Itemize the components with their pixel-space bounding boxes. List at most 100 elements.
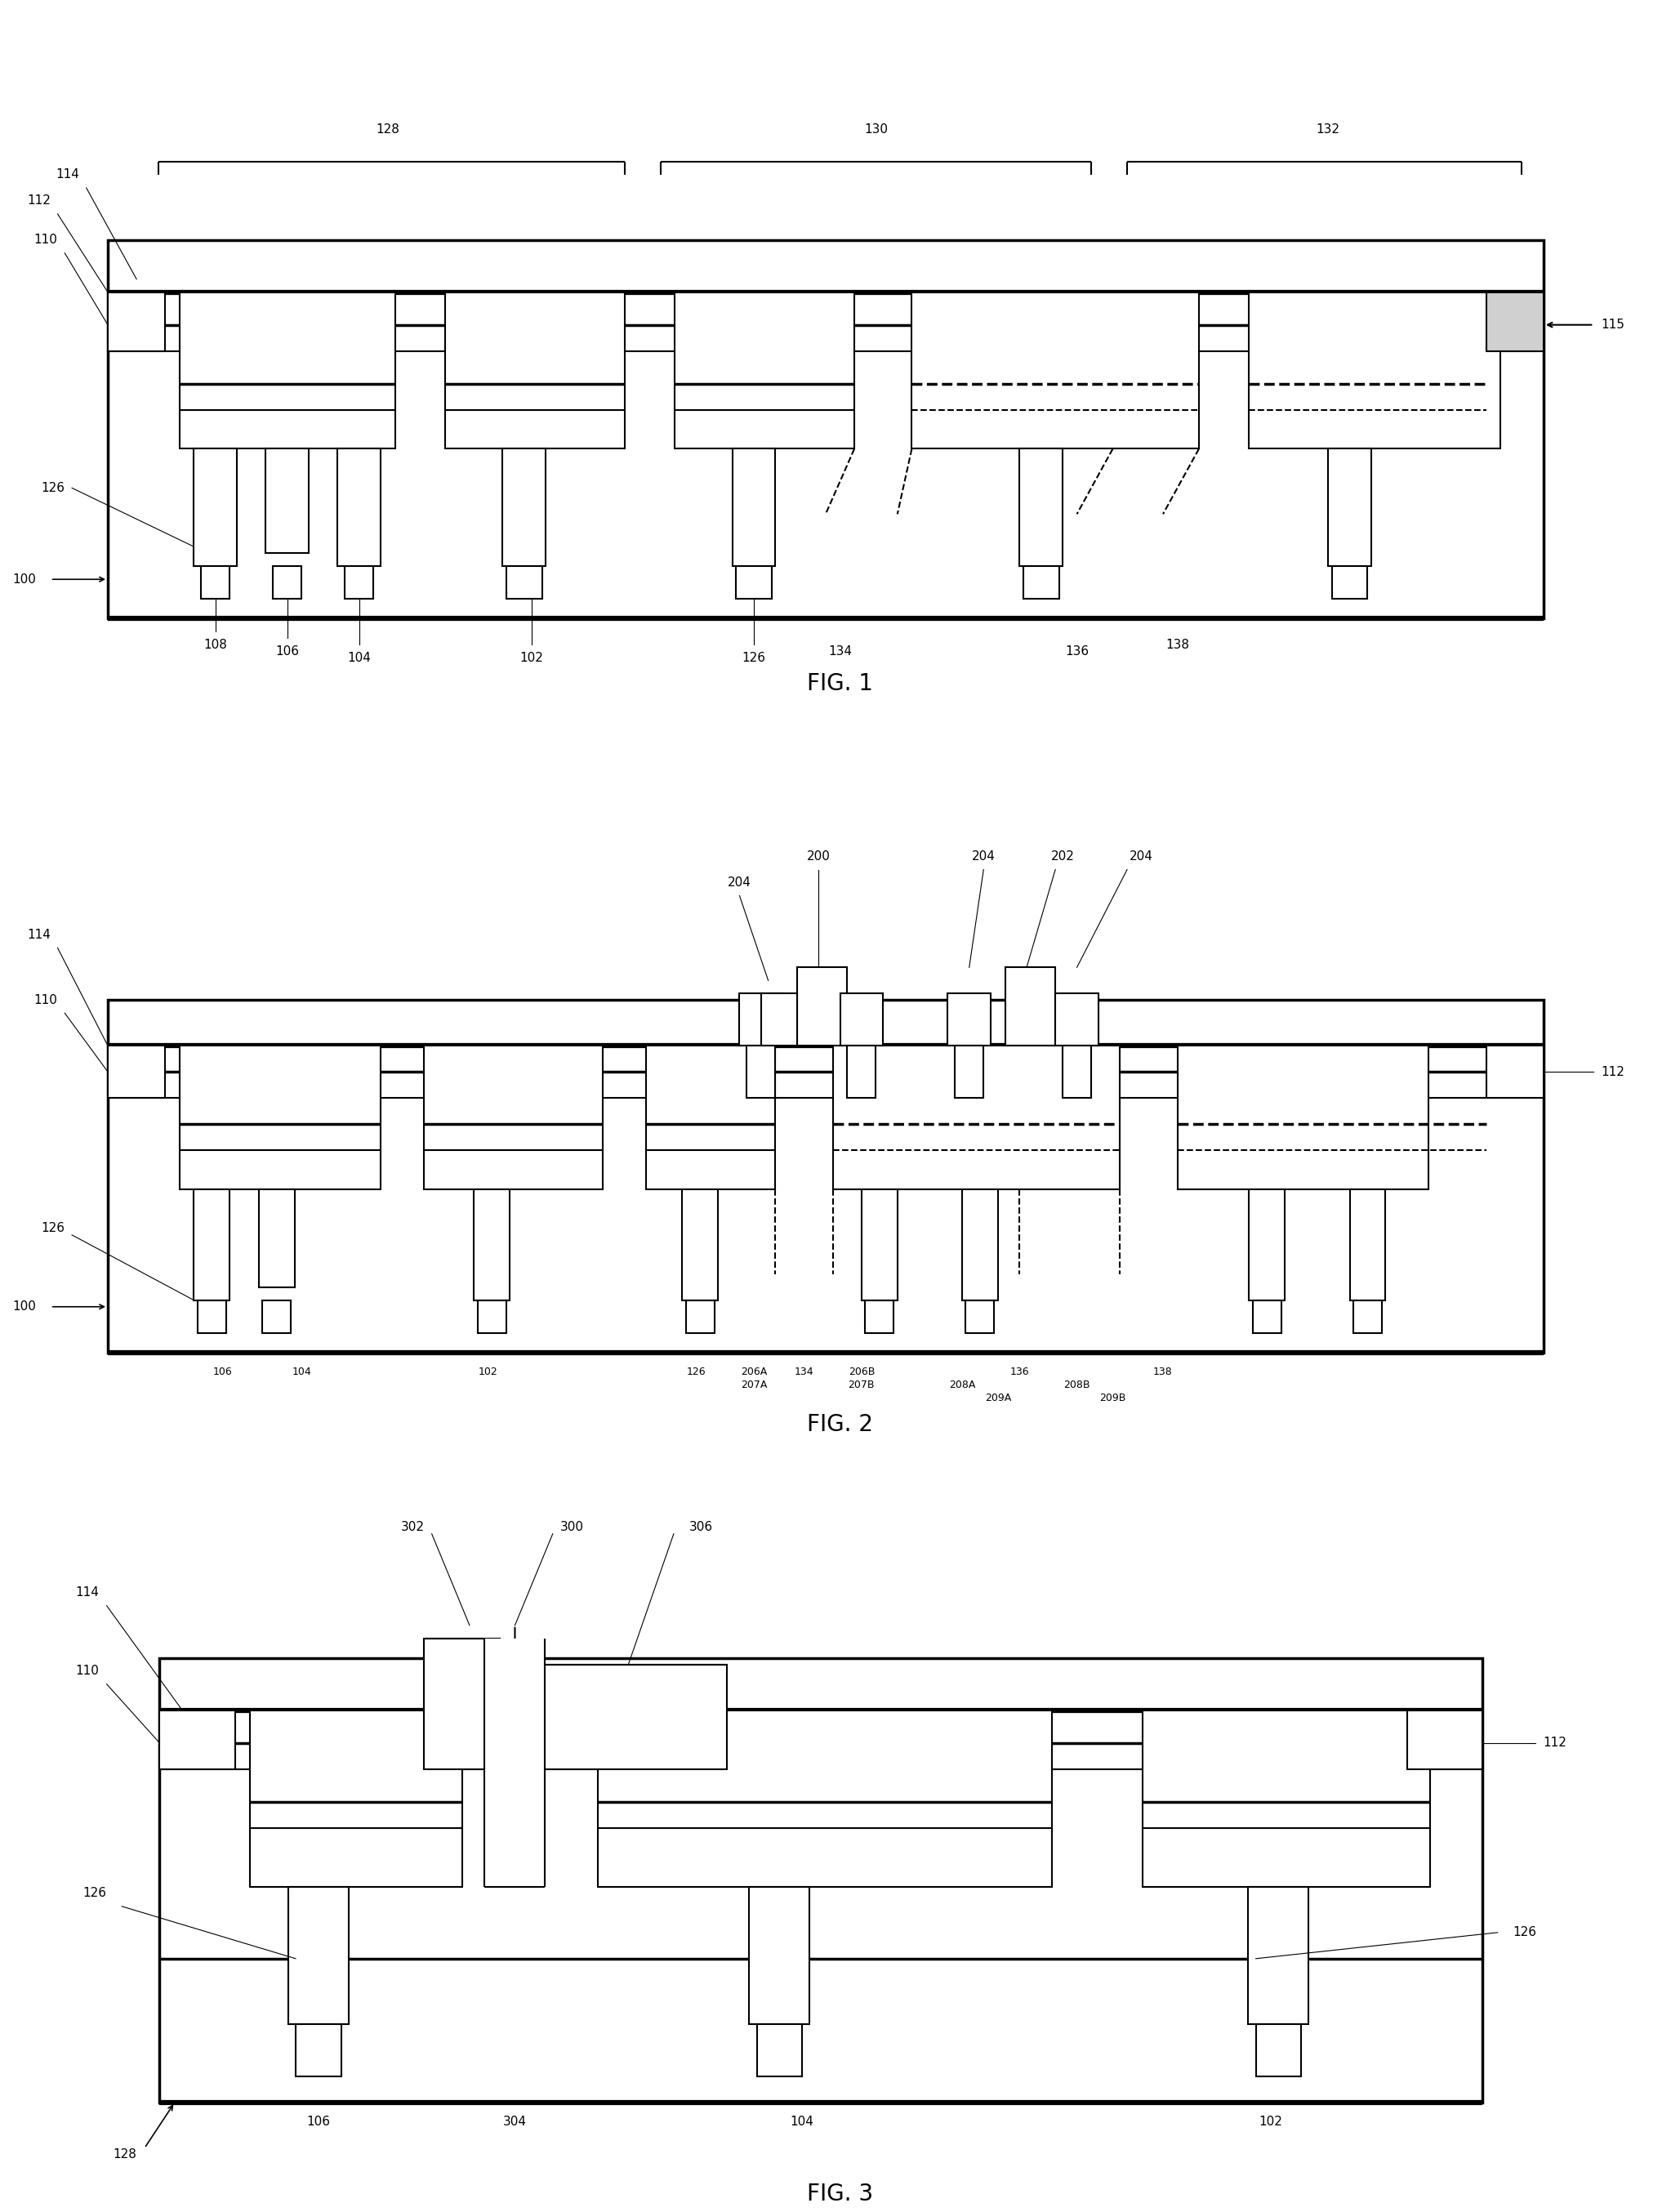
Text: 112: 112	[1542, 1736, 1567, 1750]
Bar	[1250, 1190, 1285, 1301]
Text: 120: 120	[699, 1073, 722, 1084]
Bar	[685, 1301, 714, 1334]
Text: 208B: 208B	[1063, 1380, 1090, 1391]
Text: 108: 108	[203, 639, 227, 650]
Bar	[736, 566, 771, 599]
Bar	[963, 1190, 998, 1301]
Bar	[739, 993, 783, 1046]
Bar	[647, 1046, 776, 1190]
Bar	[108, 1046, 165, 1097]
Bar	[732, 449, 776, 566]
Bar	[1023, 566, 1058, 599]
Bar	[1253, 1301, 1282, 1334]
Text: 300: 300	[561, 1522, 585, 1533]
Text: 106: 106	[213, 1367, 232, 1378]
Bar	[840, 993, 884, 1046]
Bar	[862, 1190, 897, 1301]
Text: 102: 102	[479, 1367, 497, 1378]
Text: 124: 124	[1302, 1073, 1326, 1084]
Bar	[966, 1301, 995, 1334]
Text: 207B: 207B	[848, 1380, 875, 1391]
Text: FIG. 2: FIG. 2	[806, 1413, 874, 1436]
Bar	[1257, 2024, 1300, 2077]
Bar	[506, 566, 543, 599]
Text: 204: 204	[727, 876, 751, 889]
Bar	[193, 1190, 230, 1301]
Bar	[1352, 1301, 1383, 1334]
Text: 116: 116	[232, 1073, 255, 1084]
Bar	[423, 1046, 603, 1190]
Text: 126: 126	[82, 1887, 108, 1900]
Text: 106: 106	[276, 646, 299, 657]
Bar	[847, 1046, 875, 1097]
Bar	[1250, 292, 1500, 449]
Text: 132: 132	[1315, 124, 1341, 135]
Bar	[1142, 1710, 1430, 1887]
Bar	[193, 449, 237, 566]
Text: 122: 122	[993, 332, 1016, 345]
Text: 136: 136	[1010, 1367, 1030, 1378]
Text: 102: 102	[1258, 2117, 1284, 2128]
Bar	[259, 1190, 294, 1287]
Bar	[1487, 292, 1544, 352]
Bar	[180, 292, 395, 449]
Text: 136: 136	[1065, 646, 1089, 657]
Text: 120: 120	[1252, 1776, 1275, 1787]
Bar	[1406, 1710, 1482, 1770]
Text: 118: 118	[519, 332, 543, 345]
Bar	[445, 292, 625, 449]
Text: 134: 134	[828, 646, 852, 657]
Bar	[948, 993, 991, 1046]
Text: 126: 126	[40, 1223, 66, 1234]
Text: 100: 100	[12, 573, 35, 586]
Bar	[954, 1046, 983, 1097]
Bar	[108, 292, 165, 352]
Text: 114: 114	[27, 929, 50, 940]
Bar	[344, 566, 373, 599]
Text: 114: 114	[55, 168, 79, 181]
Text: 206A: 206A	[741, 1367, 768, 1378]
Bar	[1005, 967, 1055, 1046]
Text: 306: 306	[689, 1522, 712, 1533]
Text: FIG. 1: FIG. 1	[806, 672, 874, 695]
Text: 304: 304	[502, 2117, 528, 2128]
Text: 207A: 207A	[741, 1380, 768, 1391]
Bar	[538, 1663, 727, 1770]
Text: 124: 124	[1331, 332, 1354, 345]
Bar	[1487, 1046, 1544, 1097]
Text: 134: 134	[795, 1367, 813, 1378]
Text: 126: 126	[40, 482, 66, 493]
Bar	[474, 1190, 509, 1301]
Text: 138: 138	[1152, 1367, 1173, 1378]
Bar	[423, 1639, 501, 1770]
Text: 115: 115	[1601, 319, 1625, 332]
Bar	[262, 1301, 291, 1334]
Bar	[756, 2024, 803, 2077]
Bar	[796, 967, 847, 1046]
Text: 114: 114	[76, 1586, 99, 1599]
Bar	[250, 1710, 462, 1887]
Bar	[598, 1710, 1052, 1887]
Text: 102: 102	[519, 653, 543, 664]
Bar	[108, 1000, 1544, 1352]
Text: 120: 120	[749, 332, 773, 345]
Text: 204: 204	[971, 849, 995, 863]
Text: 118: 118	[497, 1073, 521, 1084]
Text: 128: 128	[113, 2148, 138, 2161]
Text: 202: 202	[1050, 849, 1074, 863]
Bar	[1248, 1887, 1309, 2024]
Bar	[1062, 1046, 1092, 1097]
Bar	[675, 292, 855, 449]
Text: 104: 104	[348, 653, 371, 664]
Bar	[338, 449, 381, 566]
Text: 200: 200	[806, 849, 830, 863]
Text: 110: 110	[76, 1666, 99, 1677]
Bar	[265, 449, 309, 553]
Text: 112: 112	[27, 195, 50, 208]
Text: 126: 126	[687, 1367, 706, 1378]
Text: 116: 116	[232, 332, 255, 345]
Bar	[272, 566, 302, 599]
Text: 118: 118	[790, 1776, 815, 1787]
Bar	[198, 1301, 227, 1334]
Text: 208A: 208A	[949, 1380, 976, 1391]
